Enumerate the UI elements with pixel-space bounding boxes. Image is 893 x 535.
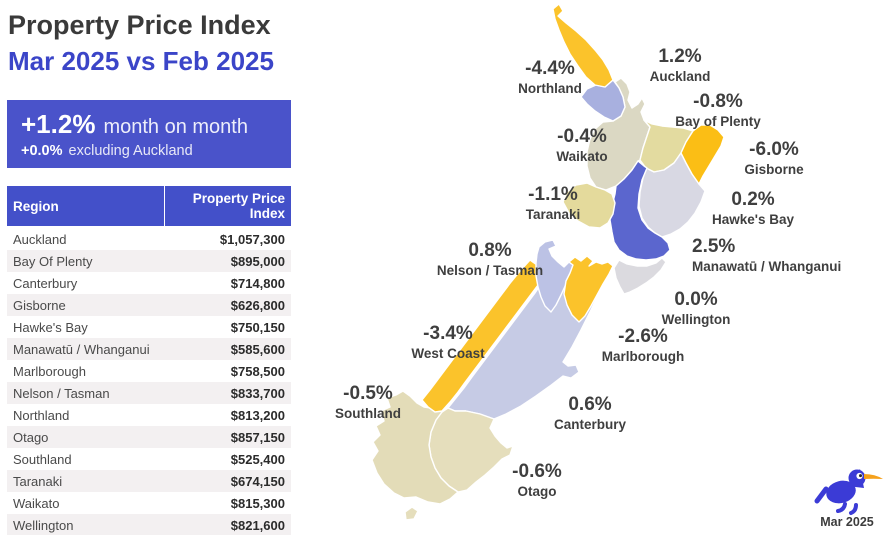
summary-badge: +1.2% month on month +0.0% excluding Auckl… — [7, 100, 291, 168]
badge-sub-label: excluding Auckland — [68, 143, 193, 159]
badge-headline: +1.2% month on month — [21, 109, 277, 140]
region-stewart-island[interactable] — [404, 506, 419, 521]
kiwi-tail-swoosh — [814, 486, 829, 504]
badge-headline-label: month on month — [103, 116, 248, 138]
column-header-region[interactable]: Region — [7, 186, 165, 227]
badge-subline: +0.0% excluding Auckland — [21, 142, 277, 160]
nz-map-svg — [371, 3, 883, 521]
kiwi-foot-right — [849, 503, 858, 515]
table-row[interactable]: Auckland $1,057,300 — [13, 231, 285, 247]
kiwi-foot-left — [836, 502, 847, 513]
table-row[interactable]: Nelson / Tasman $833,700 — [7, 382, 291, 404]
region-marlborough[interactable] — [563, 255, 614, 323]
column-header-price-index[interactable]: Property Price Index — [164, 186, 291, 227]
table-row[interactable]: Hawke's Bay $750,150 — [13, 319, 285, 335]
table-row[interactable]: Taranaki $674,150 — [7, 470, 291, 492]
table-row[interactable]: Bay Of Plenty $895,000 — [7, 250, 291, 272]
page-subtitle: Mar 2025 vs Feb 2025 — [8, 46, 274, 76]
map-regions — [371, 3, 725, 521]
region-gisborne[interactable] — [680, 124, 725, 185]
table-row[interactable]: Northland $813,200 — [13, 407, 285, 423]
table-header-row: Region Property Price Index — [7, 186, 291, 227]
region-price-table: Region Property Price Index Auckland $1,0… — [7, 186, 291, 535]
badge-sub-value: +0.0% — [21, 143, 63, 159]
region-hawkes-bay[interactable] — [638, 152, 706, 238]
table-row[interactable]: Gisborne $626,800 — [7, 294, 291, 316]
region-southland[interactable] — [371, 390, 459, 505]
table-row[interactable]: Wellington $821,600 — [7, 514, 291, 535]
left-panel: Property Price Index Mar 2025 vs Feb 202… — [0, 0, 300, 535]
badge-headline-value: +1.2% — [21, 109, 96, 139]
table-row[interactable]: Manawatū / Whanganui $585,600 — [7, 338, 291, 360]
kiwi-head — [848, 469, 866, 487]
region-wellington[interactable] — [613, 257, 667, 295]
region-taranaki[interactable] — [562, 182, 616, 229]
region-west-coast[interactable] — [421, 259, 546, 413]
kiwi-pupil — [859, 474, 862, 478]
kiwi-beak — [864, 474, 883, 479]
table-row[interactable]: Southland $525,400 — [13, 451, 285, 467]
region-northland[interactable] — [552, 3, 614, 88]
table-row[interactable]: Waikato $815,300 — [13, 495, 285, 511]
table-row[interactable]: Otago $857,150 — [7, 426, 291, 448]
kiwi-logo — [814, 469, 883, 515]
region-auckland[interactable] — [580, 79, 626, 122]
nz-map: -4.4% Northland 1.2% Auckland -0.8% Bay … — [300, 0, 893, 535]
page-title: Property Price Index — [8, 10, 271, 40]
region-manawatu-whanganui[interactable] — [609, 160, 671, 261]
map-date-label: Mar 2025 — [820, 515, 874, 529]
table-row[interactable]: Canterbury $714,800 — [13, 275, 285, 291]
region-canterbury[interactable] — [447, 265, 604, 420]
kiwi-body — [826, 480, 856, 504]
table-row[interactable]: Marlborough $758,500 — [13, 363, 285, 379]
